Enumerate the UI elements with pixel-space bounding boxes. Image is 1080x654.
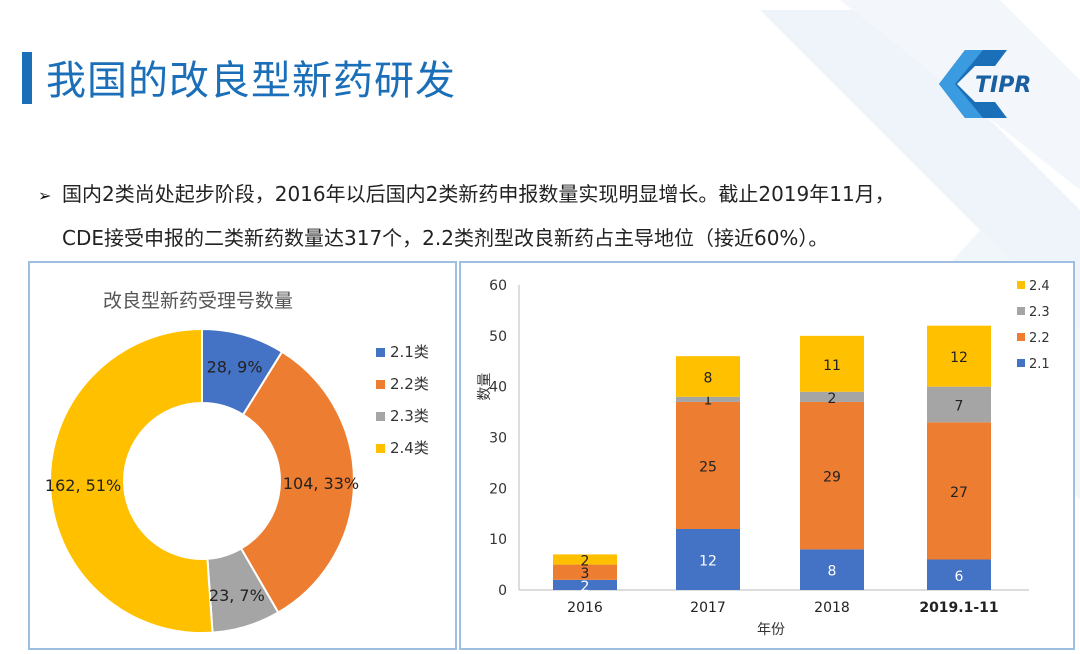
x-tick-label: 2017 [690, 600, 726, 616]
bar-data-label: 2 [581, 579, 590, 595]
bar-data-label: 12 [950, 350, 968, 366]
legend-label-2.3: 2.3 [1029, 305, 1050, 320]
bar-data-label: 2 [828, 391, 837, 407]
legend-label-2: 2.2类 [390, 375, 429, 393]
tipr-logo: TIPR [939, 50, 1031, 118]
bar-segment-2.1 [927, 559, 991, 590]
legend-swatch-2.3 [1017, 307, 1025, 315]
legend-swatch-2.2 [1017, 333, 1025, 341]
bar-segment-2.4 [553, 554, 617, 565]
bar-data-label: 6 [955, 569, 964, 585]
legend-swatch-1 [376, 348, 385, 357]
bar-segment-2.2 [676, 401, 740, 529]
bullet-text-2: CDE接受申报的二类新药数量达317个，2.2类剂型改良新药占主导地位（接近60… [62, 226, 829, 250]
y-tick-label: 10 [489, 532, 507, 548]
legend-swatch-2 [376, 380, 385, 389]
donut-data-label: 23, 7% [209, 586, 265, 605]
legend-label-4: 2.4类 [390, 439, 429, 457]
donut-title: 改良型新药受理号数量 [103, 290, 293, 312]
legend-swatch-2.1 [1017, 359, 1025, 367]
donut-chart: 改良型新药受理号数量 28, 9% 104, 33% 23, 7% 162, 51% 2.… [45, 290, 429, 634]
logo-text: TIPR [975, 73, 1031, 98]
bar-data-label: 12 [699, 554, 717, 570]
bar-segment-2.2 [553, 564, 617, 580]
donut-data-label: 162, 51% [45, 476, 121, 495]
bar-segment-2.1 [800, 549, 864, 590]
bar-segment-2.3 [676, 396, 740, 402]
bar-segment-2.2 [927, 422, 991, 560]
x-tick-label: 2016 [567, 600, 603, 616]
bar-chart-panel: 0 10 20 30 40 50 60 数量 年份 2 3 2 2016 12 25 1 8 2017 8 29 2 11… [459, 261, 1075, 650]
bar-data-label: 7 [955, 398, 964, 414]
bar-data-label: 11 [823, 358, 841, 374]
x-axis-label: 年份 [757, 622, 785, 638]
bar-data-label: 1 [704, 392, 713, 408]
legend-label-2.1: 2.1 [1029, 357, 1050, 372]
bar-segment-2.4 [676, 356, 740, 397]
legend-swatch-2.4 [1017, 281, 1025, 289]
legend-label-2.4: 2.4 [1029, 279, 1050, 294]
x-tick-label: 2018 [814, 600, 850, 616]
bullet-arrow-icon: ➢ [38, 186, 52, 205]
bar-data-label: 3 [581, 566, 590, 582]
legend-swatch-4 [376, 444, 385, 453]
bar-segment-2.1 [553, 579, 617, 590]
title-accent-bar [22, 52, 32, 104]
bar-segment-2.3 [927, 386, 991, 423]
y-tick-label: 40 [489, 380, 507, 396]
bar-data-label: 2 [581, 554, 590, 570]
donut-data-label: 104, 33% [283, 474, 359, 493]
bar-segment-2.4 [800, 335, 864, 392]
stacked-bar-chart: 0102030405060数量年份23220161225182017829211… [477, 278, 1050, 638]
bar-data-label: 8 [828, 564, 837, 580]
bar-segment-2.1 [676, 529, 740, 590]
donut-data-label: 28, 9% [207, 358, 263, 377]
y-tick-label: 30 [489, 431, 507, 447]
y-axis-label: 数量 [477, 373, 493, 401]
donut-chart-panel: 改良型新药受理号数量 28, 9% 104, 33% 23, 7% 162, 51% 2.… [28, 261, 457, 650]
y-tick-label: 0 [498, 583, 507, 599]
bullet-line-2: CDE接受申报的二类新药数量达317个，2.2类剂型改良新药占主导地位（接近60… [62, 222, 828, 251]
legend-label-2.2: 2.2 [1029, 331, 1050, 346]
bar-data-label: 27 [950, 485, 968, 501]
bar-data-label: 25 [699, 459, 717, 475]
bar-data-label: 29 [823, 470, 841, 486]
bullet-line-1: ➢ 国内2类尚处起步阶段，2016年以后国内2类新药申报数量实现明显增长。截止20… [38, 178, 895, 207]
legend-swatch-3 [376, 412, 385, 421]
donut-slice-4 [49, 327, 214, 634]
bar-segment-2.4 [927, 325, 991, 387]
y-tick-label: 20 [489, 481, 507, 497]
bar-segment-2.2 [800, 401, 864, 550]
bar-segment-2.3 [800, 391, 864, 402]
bar-data-label: 8 [704, 371, 713, 387]
x-tick-label: 2019.1-11 [919, 600, 998, 616]
y-tick-label: 50 [489, 329, 507, 345]
donut-slice-2 [239, 350, 355, 614]
page-title: 我国的改良型新药研发 [46, 58, 456, 104]
bullet-text-1: 国内2类尚处起步阶段，2016年以后国内2类新药申报数量实现明显增长。截止201… [62, 182, 895, 206]
legend-label-1: 2.1类 [390, 343, 429, 361]
legend-label-3: 2.3类 [390, 407, 429, 425]
y-tick-label: 60 [489, 278, 507, 294]
